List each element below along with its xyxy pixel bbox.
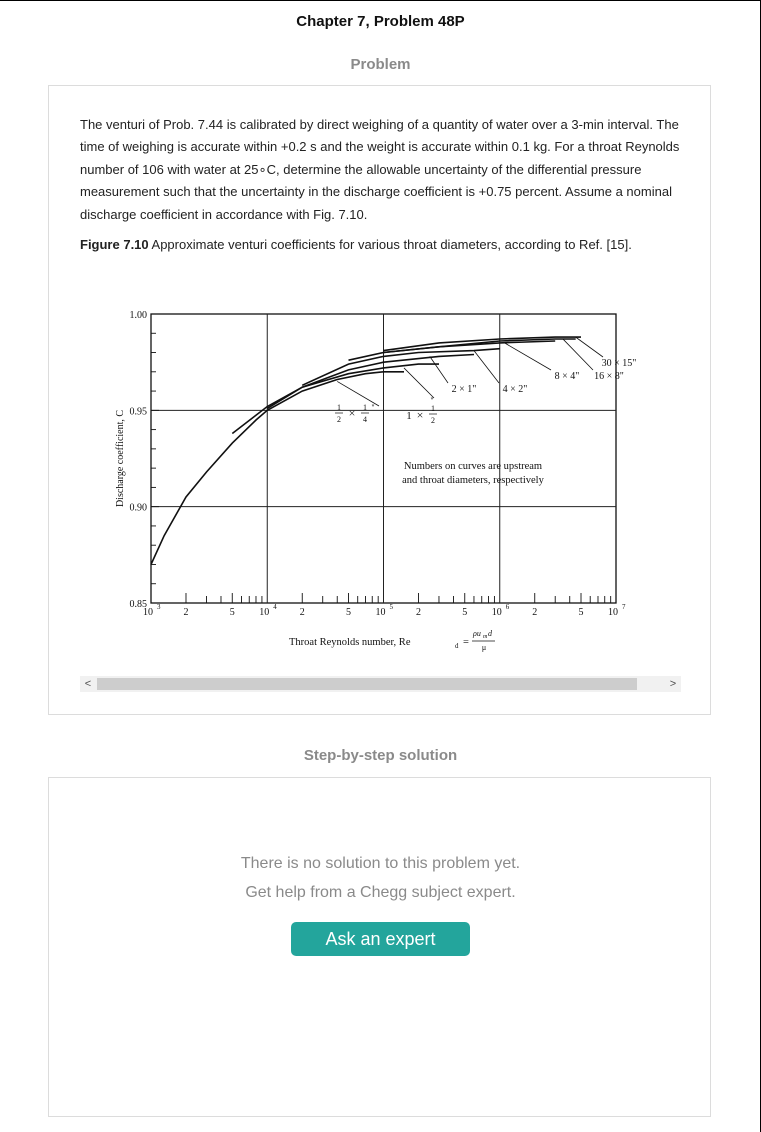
series-curve-6 xyxy=(383,338,576,354)
y-tick-label: 0.90 xyxy=(130,503,148,514)
x-tick-label: 10 xyxy=(492,607,502,618)
x-tick-label: 2 xyxy=(300,607,305,618)
curve-label-4-arrow xyxy=(473,350,500,384)
series-curve-7 xyxy=(383,336,581,352)
x-axis-label-numerator: ρu xyxy=(472,629,481,638)
curve-label-2-num: 1 xyxy=(431,404,435,413)
chapter-title: Chapter 7, Problem 48P xyxy=(296,13,465,30)
figure-caption-text: Approximate venturi coefficients for var… xyxy=(148,237,632,252)
x-tick-label: 10 xyxy=(608,607,618,618)
x-tick-exponent: 6 xyxy=(506,603,510,611)
series-curve-3 xyxy=(266,353,475,410)
curve-label-1-unit: " xyxy=(371,403,374,412)
y-tick-label: 0.85 xyxy=(130,599,148,610)
x-axis-label-denominator: μ xyxy=(482,643,486,652)
problem-section-title: Problem xyxy=(350,56,411,73)
curve-label-6: 16 × 8" xyxy=(594,371,624,382)
chart-labels: 12 × 14"1 × 12"2 × 1" 4 × 2"8 × 4" 16 × 8"30 ×… xyxy=(115,336,637,652)
venturi-coefficient-chart: 0.85 0.90 0.95 1.00 10 3 2 5 10 4 2 5 10 5 2 5 10 6 2 5 10 7 … xyxy=(109,306,649,656)
chart-ticks: 0.85 0.90 0.95 1.00 10 3 2 5 10 4 2 5 10 5 2 5 10 6 2 5 10 7 xyxy=(130,310,627,618)
curve-label-3-arrow xyxy=(429,356,449,384)
expert-help-message: Get help from a Chegg subject expert. xyxy=(245,884,516,901)
x-tick-exponent: 5 xyxy=(390,603,394,611)
curve-label-1-den2: 4 xyxy=(363,415,367,424)
x-axis-label-equals: = xyxy=(463,637,469,648)
x-axis-label-numerator-sub: m xyxy=(483,634,488,640)
chart-note-line-2: and throat diameters, respectively xyxy=(402,475,544,486)
x-tick-label: 10 xyxy=(143,607,153,618)
solution-section-title: Step-by-step solution xyxy=(303,747,458,764)
x-tick-label: 2 xyxy=(532,607,537,618)
figure-label: Figure 7.10 xyxy=(80,237,149,252)
x-tick-label: 5 xyxy=(462,607,467,618)
curve-label-1-den1: 2 xyxy=(337,415,341,424)
chart-series-group xyxy=(150,336,581,565)
curve-label-1-arrow xyxy=(337,381,380,407)
curve-label-2-den: 2 xyxy=(431,416,435,425)
curve-label-2-arrow xyxy=(403,367,435,399)
scroll-left-button[interactable]: < xyxy=(84,678,92,690)
solution-panel: There is no solution to this problem yet… xyxy=(48,777,711,1117)
curve-label-7: 30 × 15" xyxy=(602,358,637,369)
x-axis-label-subscript: d xyxy=(455,642,459,650)
curve-label-6-arrow xyxy=(562,338,594,371)
curve-label-1-num1: 1 xyxy=(337,403,341,412)
x-axis-label-numerator-end: d xyxy=(488,629,493,638)
x-tick-label: 5 xyxy=(230,607,235,618)
x-tick-label: 2 xyxy=(183,607,188,618)
x-tick-exponent: 3 xyxy=(157,603,161,611)
no-solution-message: There is no solution to this problem yet… xyxy=(240,855,521,872)
curve-label-5: 8 × 4" xyxy=(555,371,580,382)
x-tick-label: 2 xyxy=(416,607,421,618)
figure-caption: Figure 7.10 Approximate venturi coeffici… xyxy=(80,234,680,256)
x-tick-exponent: 4 xyxy=(273,603,277,611)
scroll-right-button[interactable]: > xyxy=(669,678,677,690)
series-curve-4 xyxy=(301,347,500,387)
x-tick-label: 10 xyxy=(259,607,269,618)
scroll-thumb[interactable] xyxy=(97,678,637,690)
horizontal-scrollbar[interactable]: < > xyxy=(80,676,681,692)
x-tick-exponent: 7 xyxy=(622,603,626,611)
curve-label-2-times: × xyxy=(417,408,424,422)
chart-note-line-1: Numbers on curves are upstream xyxy=(404,461,542,472)
frame-border-top xyxy=(0,0,761,1)
curve-label-2-whole: 1 xyxy=(406,410,412,422)
y-tick-label: 1.00 xyxy=(130,310,148,321)
series-curve-1 xyxy=(150,371,404,565)
problem-text: The venturi of Prob. 7.44 is calibrated … xyxy=(80,117,680,222)
curve-label-3: 2 × 1" xyxy=(452,384,477,395)
curve-label-1-num2: 1 xyxy=(363,403,367,412)
curve-label-7-arrow xyxy=(575,336,604,358)
curve-label-4: 4 × 2" xyxy=(503,384,528,395)
x-tick-label: 5 xyxy=(346,607,351,618)
curve-label-1-times: × xyxy=(349,406,356,420)
chart-grid xyxy=(150,313,617,604)
problem-panel: The venturi of Prob. 7.44 is calibrated … xyxy=(48,85,711,715)
y-tick-label: 0.95 xyxy=(130,406,148,417)
curve-label-5-arrow xyxy=(504,342,552,371)
ask-expert-button[interactable]: Ask an expert xyxy=(291,922,470,956)
x-tick-label: 10 xyxy=(376,607,386,618)
x-axis-label: Throat Reynolds number, Re xyxy=(289,637,411,648)
y-axis-label: Discharge coefficient, C xyxy=(115,410,126,507)
series-curve-2 xyxy=(231,363,439,435)
curve-label-2-unit: " xyxy=(430,396,433,405)
x-tick-label: 5 xyxy=(579,607,584,618)
